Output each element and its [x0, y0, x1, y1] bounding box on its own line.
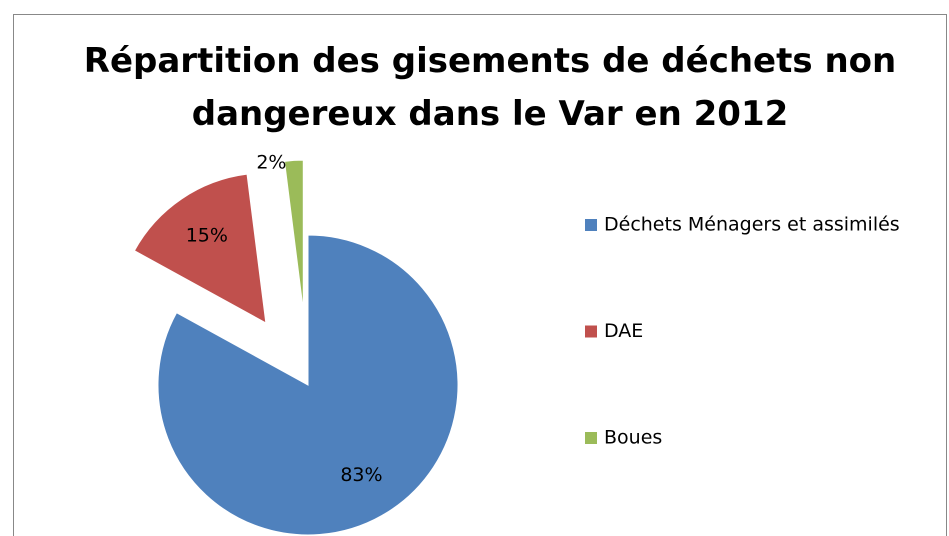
- chart-title: Répartition des gisements de déchets non…: [84, 41, 896, 134]
- pie-slice: [133, 173, 267, 324]
- data-label: 2%: [256, 151, 286, 173]
- pie-slice: [283, 159, 304, 311]
- legend-label: Déchets Ménagers et assimilés: [604, 214, 900, 236]
- legend-label: Boues: [604, 427, 662, 449]
- data-label: 83%: [340, 464, 382, 486]
- legend-label: DAE: [604, 320, 643, 342]
- chart-border: [13, 14, 947, 536]
- legend-swatch: [585, 219, 597, 231]
- pie-slice: [157, 234, 459, 536]
- legend-swatch: [585, 325, 597, 338]
- legend-swatch: [585, 432, 597, 444]
- data-label: 15%: [186, 225, 228, 247]
